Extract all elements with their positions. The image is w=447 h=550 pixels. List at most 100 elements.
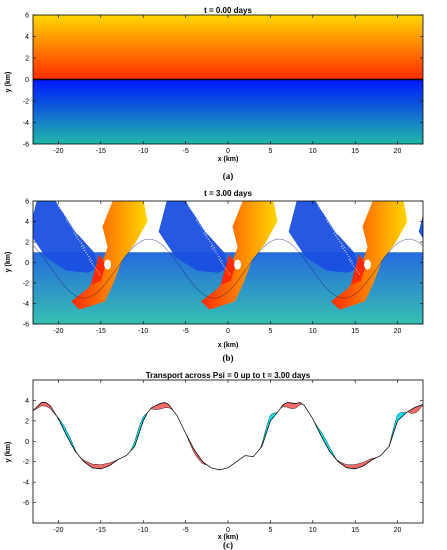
x-tick-label: 0 <box>226 328 230 335</box>
x-tick-label: 10 <box>309 148 317 155</box>
y-tick-label: 0 <box>25 77 29 84</box>
panel-c-xlabel: x (km) <box>218 534 239 541</box>
panel-b-xlabel: x (km) <box>218 342 239 349</box>
y-tick-label: -6 <box>23 500 29 507</box>
eddy-core <box>234 259 242 270</box>
y-tick-label: 4 <box>25 398 29 405</box>
warm-filament <box>201 201 278 310</box>
y-tick-label: 4 <box>25 219 29 226</box>
panel-c-plot <box>33 402 423 471</box>
tracer-streak <box>73 232 86 250</box>
tracer-streak <box>188 205 201 223</box>
tracer-streak <box>218 259 232 277</box>
eddy-hook <box>350 254 366 286</box>
x-tick-label: 20 <box>394 527 402 534</box>
psi-zero-contour <box>33 402 423 471</box>
x-tick-label: -10 <box>138 148 148 155</box>
y-tick-label: 6 <box>25 13 29 20</box>
y-tick-label: -6 <box>23 322 29 329</box>
panel-a-upper-layer <box>33 15 423 80</box>
x-tick-label: 0 <box>226 148 230 155</box>
x-tick-label: -15 <box>96 527 106 534</box>
tracer-streak <box>58 205 71 223</box>
tracer-streak <box>88 259 102 277</box>
x-tick-label: 0 <box>226 527 230 534</box>
panel-c-ylabel: y (km) <box>5 442 12 463</box>
panel-a-ylabel: y (km) <box>5 72 12 93</box>
tracer-streak <box>325 219 339 237</box>
x-tick-label: 15 <box>351 148 359 155</box>
y-tick-label: -4 <box>23 301 29 308</box>
tracer-streak <box>340 245 354 263</box>
blue-tongue <box>288 201 360 273</box>
y-tick-label: 2 <box>25 240 29 247</box>
y-tick-label: -2 <box>23 99 29 106</box>
panel-b-title: t = 3.00 days <box>204 189 252 198</box>
panel-b: t = 3.00 days -20 -15 -10 -5 0 5 10 15 20-6-4-20… <box>5 189 424 363</box>
x-tick-label: 10 <box>309 527 317 534</box>
panel-a-lower-layer <box>33 79 423 144</box>
y-tick-label: -6 <box>23 142 29 149</box>
panel-c-background <box>33 380 423 523</box>
x-tick-label: -5 <box>182 148 188 155</box>
blue-tongue <box>158 201 230 273</box>
panel-c: Transport across Psi = 0 up to t = 3.00 … <box>5 371 424 550</box>
upper-band <box>33 201 423 253</box>
eddy-core <box>364 259 372 270</box>
tracer-streak <box>348 259 362 277</box>
panel-b-caption: (b) <box>223 353 234 363</box>
warm-filament <box>331 201 408 310</box>
panel-b-field <box>33 201 423 324</box>
tracer-streak <box>65 219 79 237</box>
eddy-hook <box>220 254 236 286</box>
y-tick-label: 0 <box>25 439 29 446</box>
tracer-streak <box>203 232 216 250</box>
y-tick-label: -4 <box>23 480 29 487</box>
x-tick-label: -20 <box>53 527 63 534</box>
tracer-streak <box>195 219 209 237</box>
tracer-streak <box>317 205 331 223</box>
y-tick-label: -2 <box>23 459 29 466</box>
x-tick-label: 5 <box>268 527 272 534</box>
x-tick-label: 10 <box>309 328 317 335</box>
panel-a-title: t = 0.00 days <box>204 6 252 15</box>
panel-b-ylabel: y (km) <box>5 252 12 273</box>
x-tick-label: 20 <box>394 328 402 335</box>
y-tick-label: -4 <box>23 120 29 127</box>
blue-tongue <box>33 201 100 273</box>
panel-c-title: Transport across Psi = 0 up to t = 3.00 … <box>146 371 311 380</box>
x-tick-label: -5 <box>182 328 188 335</box>
x-tick-label: -20 <box>53 328 63 335</box>
x-tick-label: 15 <box>351 328 359 335</box>
x-tick-label: -5 <box>182 527 188 534</box>
panel-c-caption: (c) <box>223 540 233 550</box>
y-tick-label: 0 <box>25 260 29 267</box>
tracer-streak <box>333 232 346 250</box>
x-tick-label: 5 <box>268 148 272 155</box>
tracer-streak <box>210 245 224 263</box>
x-tick-label: -20 <box>53 148 63 155</box>
eddy-hook <box>90 254 106 286</box>
eddy-core <box>104 259 112 270</box>
y-tick-label: 6 <box>25 199 29 206</box>
blue-tongue <box>418 215 423 239</box>
panel-a: t = 0.00 days -20 -15 -10 -5 0 5 10 15 20-6-4-20… <box>5 6 424 181</box>
y-tick-label: -2 <box>23 281 29 288</box>
x-tick-label: 15 <box>351 527 359 534</box>
x-tick-label: 20 <box>394 148 402 155</box>
x-tick-label: 5 <box>268 328 272 335</box>
y-tick-label: 2 <box>25 56 29 63</box>
panel-a-xlabel: x (km) <box>218 156 239 163</box>
x-tick-label: -15 <box>96 328 106 335</box>
tracer-streak <box>80 245 94 263</box>
x-tick-label: -10 <box>138 328 148 335</box>
panel-a-caption: (a) <box>223 171 234 181</box>
x-tick-label: -10 <box>138 527 148 534</box>
x-tick-label: -15 <box>96 148 106 155</box>
y-tick-label: 2 <box>25 418 29 425</box>
filament-edge <box>33 238 423 299</box>
